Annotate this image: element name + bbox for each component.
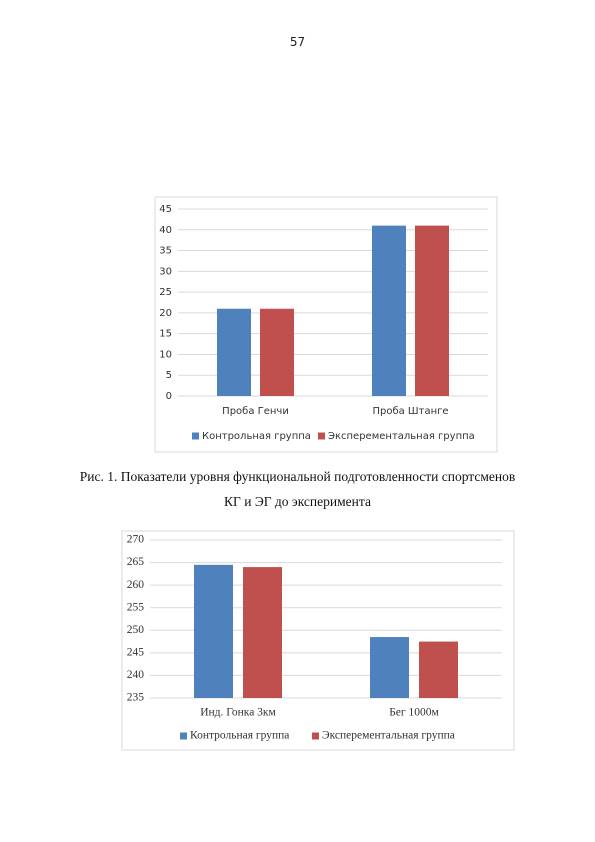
bar [415, 225, 449, 396]
bar [217, 308, 251, 396]
y-tick-label: 30 [159, 266, 172, 277]
legend-swatch [192, 432, 199, 440]
chart-frame [121, 530, 515, 751]
y-tick-label: 15 [159, 329, 172, 340]
page-number: 57 [289, 35, 306, 49]
y-tick-label: 40 [159, 225, 172, 236]
legend-label: Контрольная группа [202, 431, 311, 442]
bar [243, 567, 282, 698]
y-tick-label: 20 [159, 308, 172, 319]
y-tick-label: 25 [159, 287, 172, 298]
y-tick-label: 255 [127, 601, 145, 613]
bar [419, 641, 458, 698]
legend-label: Контрольная группа [190, 730, 289, 742]
x-tick-label: Инд. Гонка 3км [200, 707, 276, 719]
y-tick-label: 10 [159, 349, 172, 360]
y-tick-label: 260 [127, 579, 145, 591]
legend-swatch [180, 732, 187, 740]
x-tick-label: Проба Штанге [372, 406, 448, 417]
bar [370, 637, 409, 698]
legend-swatch [318, 432, 325, 440]
bar [194, 564, 233, 698]
legend-label: Эксперементальная группа [328, 431, 475, 442]
y-tick-label: 5 [166, 370, 172, 381]
bar [260, 308, 294, 396]
x-tick-label: Бег 1000м [389, 707, 439, 719]
y-tick-label: 270 [127, 534, 145, 546]
legend-label: Эксперементальная группа [322, 730, 455, 742]
y-tick-label: 250 [127, 624, 145, 636]
bar [372, 225, 406, 396]
y-tick-label: 235 [127, 692, 145, 704]
y-tick-label: 265 [127, 556, 145, 568]
y-tick-label: 35 [159, 246, 172, 257]
x-tick-label: Проба Генчи [222, 406, 289, 417]
y-tick-label: 0 [166, 391, 172, 402]
legend-swatch [312, 732, 319, 740]
y-tick-label: 245 [127, 646, 145, 658]
caption-line: Рис. 1. Показатели уровня функциональной… [79, 469, 516, 484]
caption-line: КГ и ЭГ до эксперимента [224, 494, 371, 509]
y-tick-label: 45 [159, 204, 172, 215]
y-tick-label: 240 [127, 669, 145, 681]
